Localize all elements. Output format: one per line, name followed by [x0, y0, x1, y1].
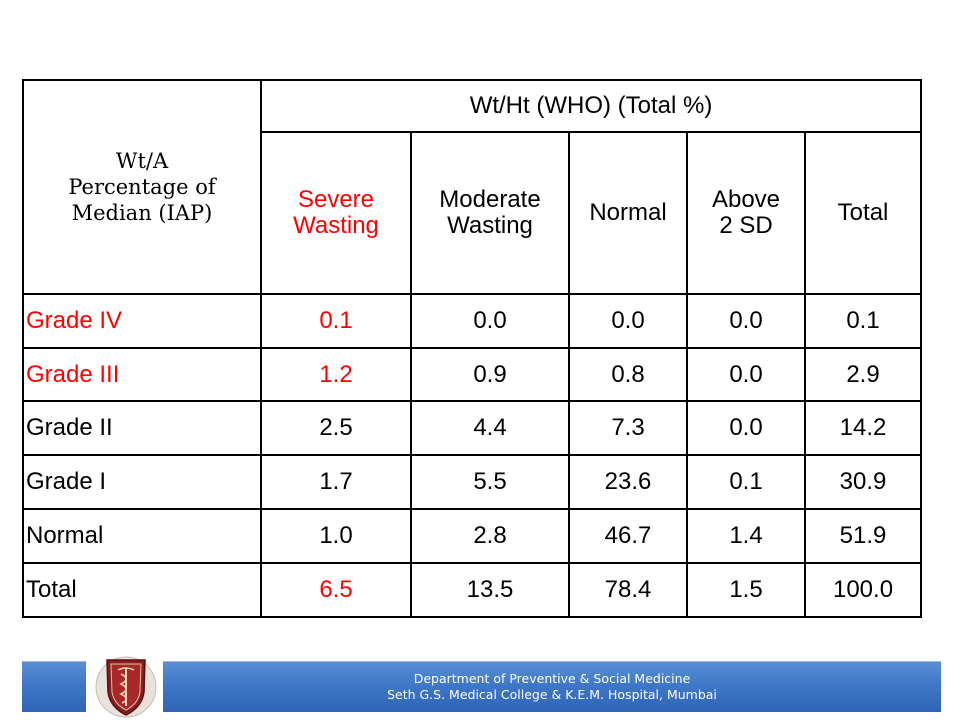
data-table: Wt/A Percentage of Median (IAP) Wt/Ht (W… — [22, 79, 923, 618]
table-cell: 2.5 — [260, 400, 412, 456]
table-cell: 0.1 — [803, 293, 923, 349]
table-cell: 0.0 — [686, 400, 806, 456]
column-header-line: 2 SD — [719, 212, 773, 239]
column-header: Above 2 SD — [686, 131, 806, 295]
table-cell: 0.0 — [686, 347, 806, 402]
footer-bar: Department of Preventive & Social Medici… — [163, 661, 941, 712]
table-cell: 2.8 — [410, 508, 570, 564]
table-cell: 51.9 — [803, 508, 923, 564]
table-cell: 1.2 — [260, 347, 412, 402]
table-cell: 2.9 — [803, 347, 923, 402]
corner-header-line-2: Percentage of — [68, 174, 216, 199]
table-cell: 30.9 — [803, 454, 923, 510]
table-cell: 0.9 — [410, 347, 570, 402]
group-header: Wt/Ht (WHO) (Total %) — [259, 79, 923, 133]
table-cell: 1.5 — [686, 562, 806, 618]
subheader-row: Severe Wasting Moderate Wasting Normal Above 2… — [23, 131, 923, 295]
table-cell: 0.1 — [260, 293, 412, 349]
row-label: Grade I — [22, 454, 262, 510]
table-cell: 13.5 — [410, 562, 570, 618]
column-header: Normal — [568, 131, 688, 295]
table-cell: 0.0 — [410, 293, 570, 349]
table-row: Normal 1.0 2.8 46.7 1.4 51.9 — [22, 508, 923, 564]
table-cell: 23.6 — [568, 454, 688, 510]
column-header: Moderate Wasting — [410, 131, 570, 295]
table-row: Grade II 2.5 4.4 7.3 0.0 14.2 — [22, 400, 923, 456]
table-cell: 6.5 — [260, 562, 412, 618]
table-cell: 78.4 — [568, 562, 688, 618]
row-label: Grade II — [22, 400, 262, 456]
column-header-line: Severe — [297, 186, 375, 214]
column-header-line: Above — [711, 186, 781, 214]
column-header-line: Wasting — [447, 212, 533, 239]
row-label: Grade IV — [22, 293, 262, 349]
column-header-line: Normal — [589, 199, 667, 227]
table-cell: 1.4 — [686, 508, 806, 564]
table-row: Grade III 1.2 0.9 0.8 0.0 2.9 — [22, 347, 923, 402]
college-crest-icon — [95, 656, 157, 718]
table-cell: 0.0 — [686, 293, 806, 349]
table-cell: 5.5 — [410, 454, 570, 510]
table-cell: 46.7 — [568, 508, 688, 564]
row-label: Grade III — [22, 347, 262, 402]
footer-department: Department of Preventive & Social Medici… — [413, 671, 691, 686]
column-header-line: Moderate — [439, 186, 541, 214]
table-cell: 14.2 — [803, 400, 923, 456]
table-cell: 7.3 — [568, 400, 688, 456]
table-cell: 4.4 — [410, 400, 570, 456]
table-cell: 0.8 — [568, 347, 688, 402]
table-row: Grade I 1.7 5.5 23.6 0.1 30.9 — [22, 454, 923, 510]
footer-institution: Seth G.S. Medical College & K.E.M. Hospi… — [387, 687, 717, 702]
column-header-line: Total — [837, 199, 889, 227]
column-header: Total — [803, 131, 923, 295]
corner-header: Wt/A Percentage of Median (IAP) — [22, 79, 262, 295]
table-cell: 0.0 — [568, 293, 688, 349]
table-row: Grade IV 0.1 0.0 0.0 0.0 0.1 — [22, 293, 923, 349]
table-cell: 0.1 — [686, 454, 806, 510]
row-label: Total — [22, 562, 262, 618]
table-cell: 1.0 — [260, 508, 412, 564]
corner-header-line-3: Median (IAP) — [71, 201, 213, 226]
row-label: Normal — [22, 508, 262, 564]
column-header-line: Wasting — [293, 212, 379, 239]
table-cell: 100.0 — [803, 562, 923, 618]
footer-bar-left — [22, 661, 86, 712]
column-header: Severe Wasting — [260, 131, 412, 295]
table-row: Total 6.5 13.5 78.4 1.5 100.0 — [22, 562, 923, 618]
table-body: Grade IV 0.1 0.0 0.0 0.0 0.1 Grade III 1.2 0.9 0.… — [22, 293, 923, 618]
corner-header-line-1: Wt/A — [115, 148, 169, 173]
table-cell: 1.7 — [260, 454, 412, 510]
